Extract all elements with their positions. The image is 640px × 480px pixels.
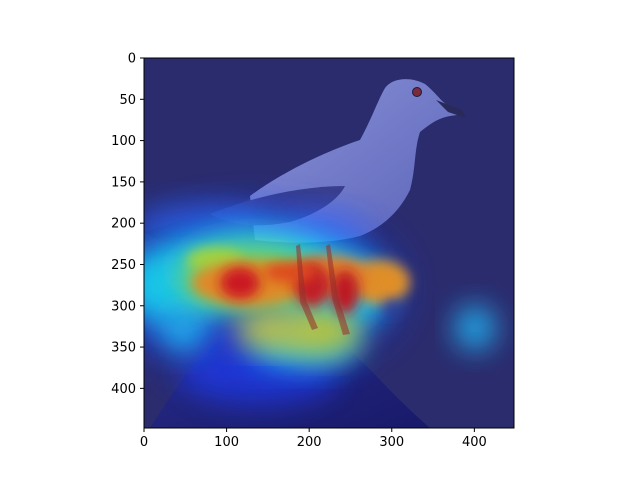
x-tick-label: 300 [379,435,404,450]
heat-overlay [144,203,495,405]
y-tick-label: 250 [111,258,136,273]
legs-overlay [296,244,350,335]
x-tick-label: 400 [462,435,487,450]
x-tick-label: 100 [214,435,239,450]
y-tick-label: 300 [111,299,136,314]
y-tick-label: 350 [111,341,136,356]
y-axis: 0 50 100 150 200 250 300 350 400 [111,52,144,397]
x-axis: 0 100 200 300 400 [140,428,487,450]
y-tick-label: 200 [111,217,136,232]
x-tick-label: 0 [140,435,148,450]
heatmap-image [144,58,514,428]
y-tick-label: 0 [128,52,136,67]
y-tick-label: 400 [111,382,136,397]
x-tick-label: 200 [297,435,322,450]
y-tick-label: 100 [111,134,136,149]
y-tick-label: 50 [119,93,136,108]
y-tick-label: 150 [111,175,136,190]
plot-frame [143,57,515,429]
